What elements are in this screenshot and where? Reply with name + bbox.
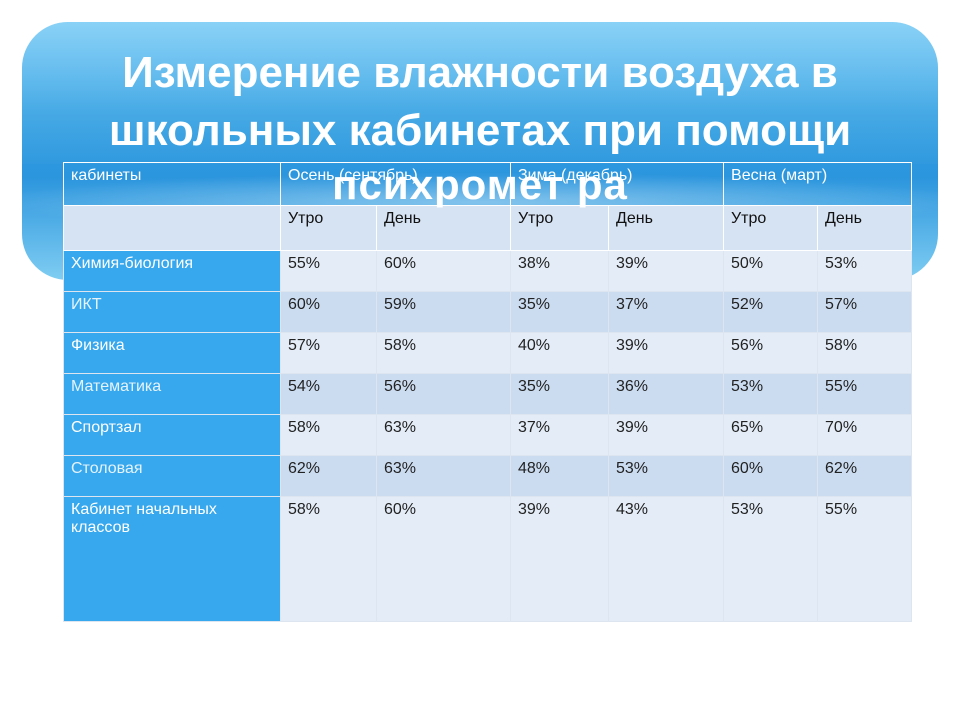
humidity-value-cell: 57% xyxy=(280,332,377,374)
humidity-value-cell: 53% xyxy=(723,373,819,415)
title-line-1: Измерение влажности воздуха в xyxy=(122,48,838,97)
subheader-cell: Утро xyxy=(723,205,819,251)
humidity-value-cell: 63% xyxy=(376,455,511,497)
table-row: Кабинет начальных классов 58% 60% 39% 43% 53%… xyxy=(63,496,913,622)
subheader-cell: Утро xyxy=(510,205,609,251)
room-name-cell: Спортзал xyxy=(63,414,281,456)
humidity-value-cell: 50% xyxy=(723,250,819,292)
room-name-cell: Математика xyxy=(63,373,281,415)
humidity-value-cell: 52% xyxy=(723,291,819,333)
humidity-value-cell: 35% xyxy=(510,373,609,415)
humidity-value-cell: 56% xyxy=(376,373,511,415)
humidity-value-cell: 60% xyxy=(280,291,377,333)
room-name-cell: ИКТ xyxy=(63,291,281,333)
humidity-value-cell: 58% xyxy=(280,496,377,622)
table-row: Столовая 62% 63% 48% 53% 60% 62% xyxy=(63,455,913,497)
humidity-value-cell: 39% xyxy=(607,332,725,374)
humidity-value-cell: 55% xyxy=(817,496,913,622)
table-row: ИКТ 60% 59% 35% 37% 52% 57% xyxy=(63,291,913,333)
humidity-value-cell: 39% xyxy=(510,496,609,622)
season-winter-header: Зима (декабрь) xyxy=(509,162,725,206)
season-autumn-header: Осень (сентябрь) xyxy=(280,162,511,206)
humidity-value-cell: 53% xyxy=(607,455,725,497)
slide-title: Измерение влажности воздуха в школьных к… xyxy=(40,44,920,160)
table-body: Химия-биология 55% 60% 38% 39% 50% 53% ИКТ 60% 59… xyxy=(63,250,913,622)
humidity-value-cell: 53% xyxy=(817,250,913,292)
humidity-value-cell: 60% xyxy=(376,496,511,622)
room-name-cell: Кабинет начальных классов xyxy=(63,496,281,622)
table-row: Химия-биология 55% 60% 38% 39% 50% 53% xyxy=(63,250,913,292)
humidity-value-cell: 60% xyxy=(376,250,511,292)
humidity-value-cell: 35% xyxy=(510,291,609,333)
table-row: Математика 54% 56% 35% 36% 53% 55% xyxy=(63,373,913,415)
humidity-value-cell: 39% xyxy=(607,414,725,456)
room-name-cell: Столовая xyxy=(63,455,281,497)
humidity-value-cell: 39% xyxy=(607,250,725,292)
humidity-value-cell: 37% xyxy=(607,291,725,333)
humidity-value-cell: 53% xyxy=(723,496,819,622)
humidity-value-cell: 62% xyxy=(817,455,913,497)
humidity-value-cell: 36% xyxy=(607,373,725,415)
humidity-value-cell: 58% xyxy=(817,332,913,374)
humidity-value-cell: 62% xyxy=(280,455,377,497)
title-line-2: школьных кабинетах при помощи xyxy=(108,106,852,155)
room-name-cell: Физика xyxy=(63,332,281,374)
time-header-row: Утро День Утро День Утро День xyxy=(63,205,913,251)
banner-gloss xyxy=(22,22,938,164)
table-row: Спортзал 58% 63% 37% 39% 65% 70% xyxy=(63,414,913,456)
humidity-table: кабинеты Осень (сентябрь) Зима (декабрь)… xyxy=(63,162,913,622)
humidity-value-cell: 65% xyxy=(723,414,819,456)
humidity-value-cell: 55% xyxy=(817,373,913,415)
humidity-value-cell: 70% xyxy=(817,414,913,456)
humidity-value-cell: 59% xyxy=(376,291,511,333)
season-header-row: кабинеты Осень (сентябрь) Зима (декабрь)… xyxy=(63,162,913,206)
humidity-value-cell: 57% xyxy=(817,291,913,333)
humidity-value-cell: 63% xyxy=(376,414,511,456)
humidity-value-cell: 58% xyxy=(280,414,377,456)
empty-header-cell xyxy=(63,205,281,251)
room-name-cell: Химия-биология xyxy=(63,250,281,292)
humidity-value-cell: 58% xyxy=(376,332,511,374)
humidity-value-cell: 60% xyxy=(723,455,819,497)
humidity-value-cell: 40% xyxy=(510,332,609,374)
rooms-header-cell: кабинеты xyxy=(63,162,281,206)
subheader-cell: День xyxy=(376,205,511,251)
subheader-cell: День xyxy=(817,205,913,251)
humidity-value-cell: 43% xyxy=(607,496,725,622)
subheader-cell: День xyxy=(607,205,725,251)
humidity-value-cell: 54% xyxy=(280,373,377,415)
humidity-value-cell: 37% xyxy=(510,414,609,456)
humidity-value-cell: 48% xyxy=(510,455,609,497)
subheader-cell: Утро xyxy=(280,205,377,251)
humidity-value-cell: 56% xyxy=(723,332,819,374)
humidity-value-cell: 55% xyxy=(280,250,377,292)
season-spring-header: Весна (март) xyxy=(723,162,913,206)
humidity-value-cell: 38% xyxy=(510,250,609,292)
table-row: Физика 57% 58% 40% 39% 56% 58% xyxy=(63,332,913,374)
